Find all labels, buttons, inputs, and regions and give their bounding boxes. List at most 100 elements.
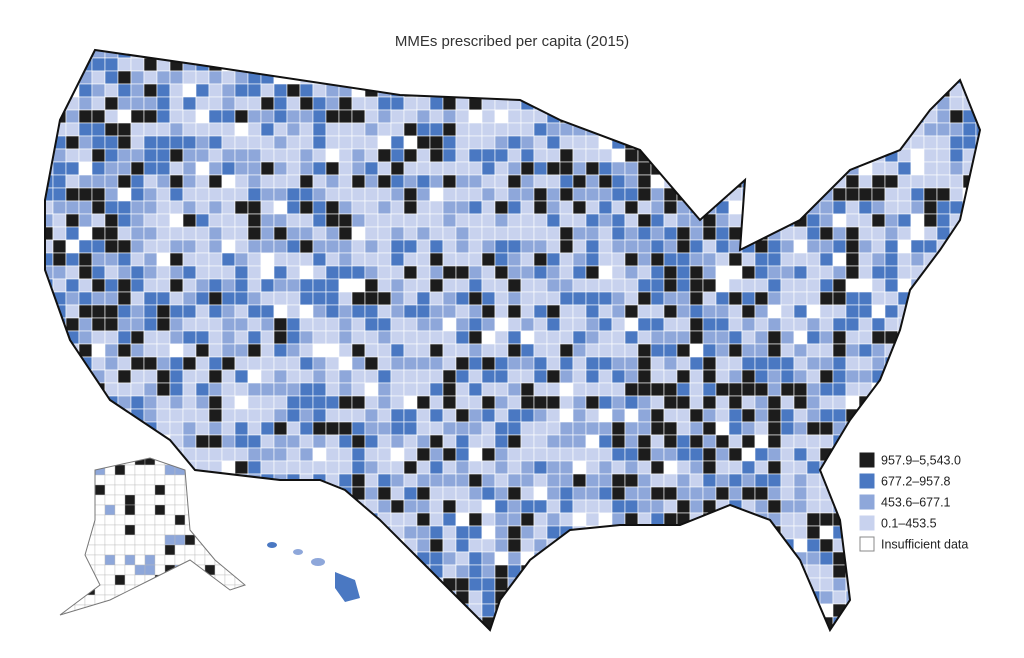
county xyxy=(247,408,262,423)
county xyxy=(910,291,925,306)
county xyxy=(338,70,353,85)
county xyxy=(832,135,847,150)
county xyxy=(832,369,847,384)
county xyxy=(689,408,704,423)
county xyxy=(546,83,561,98)
county xyxy=(507,382,522,397)
county xyxy=(624,148,639,163)
county xyxy=(117,135,132,150)
county xyxy=(78,486,93,501)
county xyxy=(224,554,236,566)
county xyxy=(507,83,522,98)
county xyxy=(174,614,186,615)
county xyxy=(442,538,457,553)
county xyxy=(182,70,197,85)
county xyxy=(169,50,184,59)
county xyxy=(767,174,782,189)
county xyxy=(871,603,886,618)
county xyxy=(650,83,665,98)
county xyxy=(650,252,665,267)
county xyxy=(442,473,457,488)
county xyxy=(559,70,574,85)
county xyxy=(767,70,782,85)
county xyxy=(884,200,899,215)
county xyxy=(260,382,275,397)
county xyxy=(78,434,93,449)
county xyxy=(533,382,548,397)
county xyxy=(442,252,457,267)
county xyxy=(780,135,795,150)
county xyxy=(871,122,886,137)
county xyxy=(689,382,704,397)
county xyxy=(858,83,873,98)
county xyxy=(624,122,639,137)
county xyxy=(130,148,145,163)
county xyxy=(299,330,314,345)
county xyxy=(533,408,548,423)
county xyxy=(208,447,223,462)
county xyxy=(676,434,691,449)
county xyxy=(182,291,197,306)
county xyxy=(481,226,496,241)
county xyxy=(637,50,652,59)
county xyxy=(351,616,366,630)
county xyxy=(377,629,392,630)
county xyxy=(134,474,146,486)
county xyxy=(45,343,54,358)
county xyxy=(104,148,119,163)
county xyxy=(390,291,405,306)
county xyxy=(546,122,561,137)
county xyxy=(858,174,873,189)
county xyxy=(442,447,457,462)
county xyxy=(611,603,626,618)
county xyxy=(871,213,886,228)
county xyxy=(741,50,756,59)
county xyxy=(819,291,834,306)
county xyxy=(455,421,470,436)
county xyxy=(845,57,860,72)
county xyxy=(325,252,340,267)
county xyxy=(442,395,457,410)
county xyxy=(494,408,509,423)
county xyxy=(65,291,80,306)
county xyxy=(65,577,80,592)
county xyxy=(429,57,444,72)
county xyxy=(845,499,860,514)
county xyxy=(377,551,392,566)
county xyxy=(64,614,76,615)
county xyxy=(260,304,275,319)
county xyxy=(546,252,561,267)
county xyxy=(780,369,795,384)
county xyxy=(117,50,132,59)
hawaii xyxy=(267,542,360,602)
county xyxy=(728,564,743,579)
county xyxy=(65,395,80,410)
county xyxy=(143,187,158,202)
county xyxy=(65,70,80,85)
county xyxy=(169,330,184,345)
county xyxy=(169,187,184,202)
county xyxy=(169,161,184,176)
county xyxy=(364,161,379,176)
county xyxy=(221,486,236,501)
county xyxy=(78,564,93,579)
county xyxy=(806,395,821,410)
county xyxy=(325,278,340,293)
county xyxy=(598,447,613,462)
county xyxy=(390,304,405,319)
county xyxy=(767,369,782,384)
county xyxy=(351,148,366,163)
county xyxy=(312,57,327,72)
county xyxy=(780,252,795,267)
county xyxy=(403,395,418,410)
county xyxy=(936,343,951,358)
county xyxy=(624,590,639,605)
county xyxy=(60,534,66,546)
county xyxy=(299,499,314,514)
county xyxy=(858,369,873,384)
county xyxy=(897,252,912,267)
county xyxy=(312,382,327,397)
county xyxy=(507,629,522,630)
county xyxy=(949,473,964,488)
county xyxy=(624,629,639,630)
